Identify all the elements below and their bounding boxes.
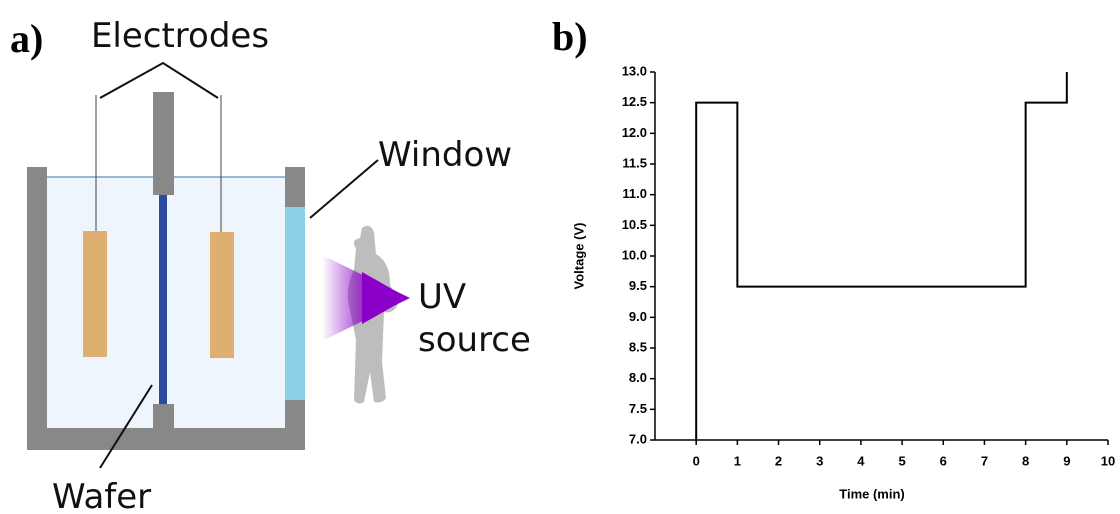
y-tick-label: 10.0 xyxy=(622,247,647,262)
x-tick-label: 8 xyxy=(1022,453,1029,468)
label: Wafer xyxy=(52,477,151,514)
x-tick-label: 1 xyxy=(734,453,741,468)
chart: b) Time (min) Voltage (V) 7.0 7.5 8.0 8.5 9.… xyxy=(552,14,1115,501)
x-tick-label: 5 xyxy=(898,453,905,468)
electrode xyxy=(83,231,107,357)
y-tick-label: 7.0 xyxy=(629,431,647,446)
y-tick-label: 12.5 xyxy=(622,94,647,109)
y-tick-label: 7.5 xyxy=(629,401,647,416)
line xyxy=(696,72,1067,440)
y-tick-label: 11.5 xyxy=(622,155,647,170)
x-axis-title: Time (min) xyxy=(839,486,905,501)
wafer-holder xyxy=(153,404,174,428)
label: source xyxy=(418,320,531,360)
y-axis-title: Voltage (V) xyxy=(571,223,586,290)
x-tick-label: 2 xyxy=(775,453,782,468)
x-tick-label: 9 xyxy=(1063,453,1070,468)
diagram: a) Electrodes Window UV source Wafer xyxy=(10,16,531,514)
panel-label: b) xyxy=(552,14,588,59)
label: UV xyxy=(418,277,466,317)
figure: a) Electrodes Window UV source Wafer b) … xyxy=(0,0,1120,514)
tank-wall xyxy=(285,167,305,207)
wafer-holder xyxy=(153,92,174,195)
wafer xyxy=(159,195,167,405)
label: Window xyxy=(378,135,512,175)
y-tick-label: 13.0 xyxy=(622,63,647,78)
tank-wall xyxy=(27,167,47,450)
y-tick-label: 11.0 xyxy=(622,186,647,201)
label: Electrodes xyxy=(91,16,269,56)
y-tick-label: 8.5 xyxy=(629,339,647,354)
x-tick-label: 7 xyxy=(981,453,988,468)
y-tick-label: 9.5 xyxy=(629,278,647,293)
x-tick-label: 6 xyxy=(940,453,947,468)
y-tick-label: 10.5 xyxy=(622,217,647,232)
tank-wall xyxy=(285,400,305,430)
x-tick-label: 4 xyxy=(857,453,865,468)
tank-bottom xyxy=(27,428,305,450)
panel-label: a) xyxy=(10,16,43,61)
y-tick-label: 12.0 xyxy=(622,125,647,140)
pointer xyxy=(310,160,378,218)
y-tick-label: 8.0 xyxy=(629,370,647,385)
electrode xyxy=(210,232,234,358)
x-tick-label: 0 xyxy=(693,453,700,468)
window xyxy=(285,207,305,400)
x-tick-label: 10 xyxy=(1101,453,1115,468)
x-tick-label: 3 xyxy=(816,453,823,468)
y-tick-label: 9.0 xyxy=(629,309,647,324)
